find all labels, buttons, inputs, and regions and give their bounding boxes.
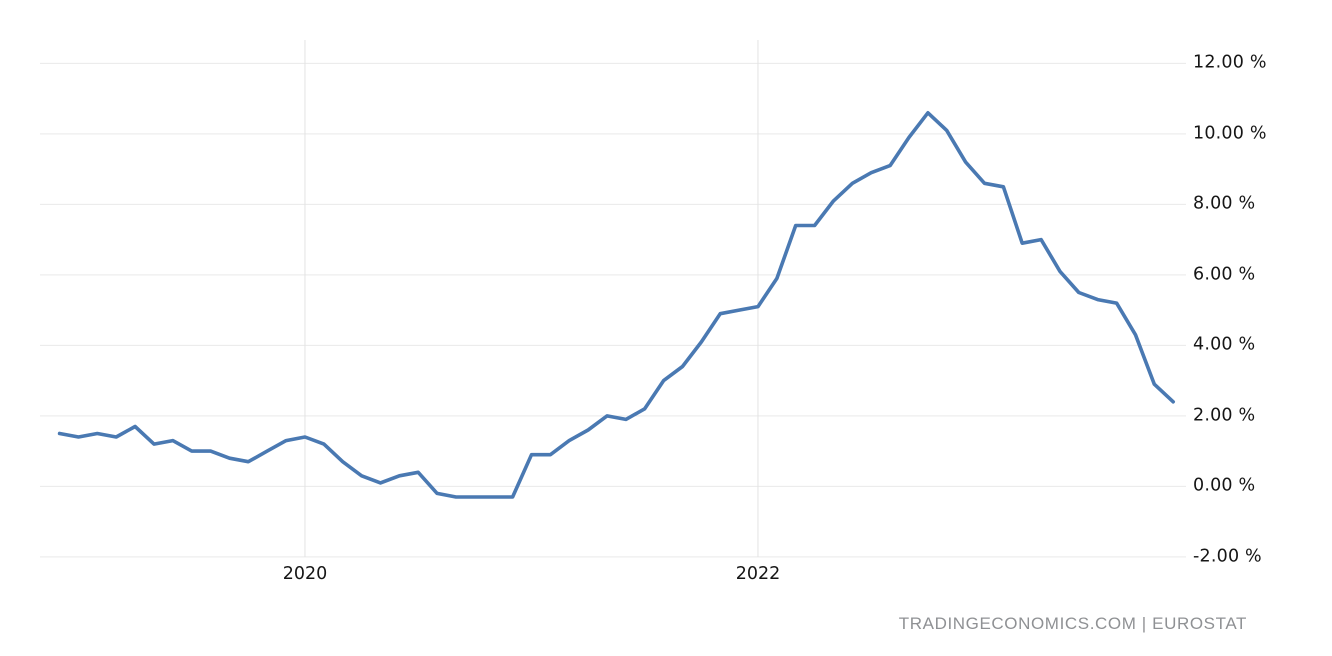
- y-tick-label-12: 12.00 %: [1193, 52, 1267, 73]
- y-tick-label-10: 10.00 %: [1193, 123, 1267, 144]
- inflation-series-line: [57, 111, 1175, 499]
- gridlines: [40, 40, 1186, 558]
- y-tick-label--2: -2.00 %: [1193, 546, 1262, 567]
- attribution-text: TRADINGECONOMICS.COM | EUROSTAT: [898, 614, 1247, 633]
- y-tick-label-0: 0.00 %: [1193, 475, 1256, 496]
- x-tick-label-2022: 2022: [735, 564, 781, 584]
- y-tick-label-2: 2.00 %: [1193, 405, 1256, 426]
- chart-attribution: TRADINGECONOMICS.COM | EUROSTAT: [899, 614, 1247, 634]
- y-tick-label-4: 4.00 %: [1193, 334, 1256, 355]
- x-tick-label-2020: 2020: [282, 564, 328, 584]
- y-tick-label-6: 6.00 %: [1193, 264, 1256, 285]
- series-lines: [57, 111, 1175, 499]
- y-tick-label-8: 8.00 %: [1193, 193, 1256, 214]
